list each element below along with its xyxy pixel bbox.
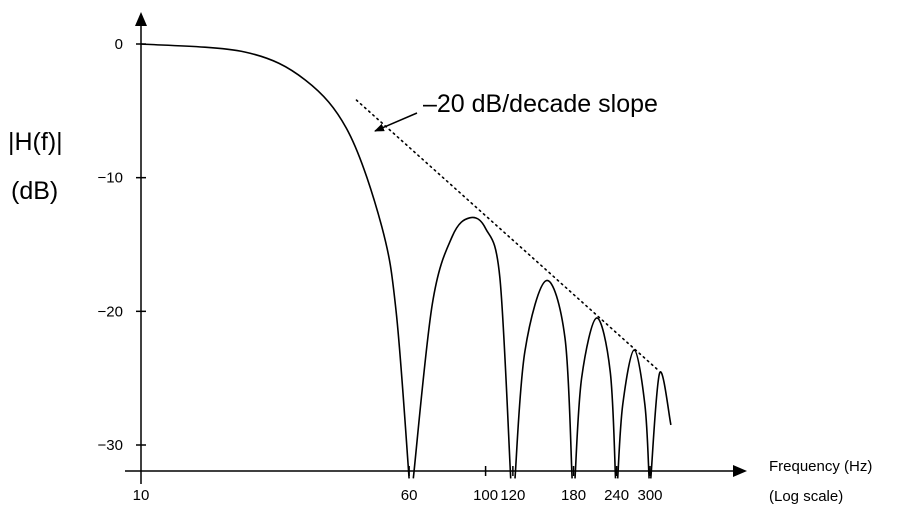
y-axis-unit: (dB) <box>11 177 58 205</box>
x-tick-label: 60 <box>401 487 418 504</box>
slope-annotation-arrow <box>374 112 418 132</box>
x-tick-label: 300 <box>637 487 662 504</box>
x-tick-label: 10 <box>133 487 150 504</box>
x-tick-label: 120 <box>500 487 525 504</box>
y-tick-label: 0 <box>115 36 123 53</box>
x-tick-label: 100 <box>473 487 498 504</box>
magnitude-response-line <box>140 43 672 479</box>
x-ticks: 10 60 100 120 180 240 300 <box>133 466 663 504</box>
x-axis-arrow-icon <box>733 465 747 477</box>
y-tick-label: −20 <box>98 303 123 320</box>
x-axis-scale-note: (Log scale) <box>769 488 843 505</box>
y-tick-label: −30 <box>98 437 123 454</box>
y-axis-title: |H(f)| <box>8 128 63 156</box>
y-ticks: 0 −10 −20 −30 <box>98 36 146 454</box>
x-tick-label: 240 <box>604 487 629 504</box>
slope-annotation: –20 dB/decade slope <box>423 90 658 118</box>
y-tick-label: −10 <box>98 170 123 187</box>
slope-reference-line <box>355 99 661 373</box>
x-axis-title: Frequency (Hz) <box>769 458 872 475</box>
series-layer <box>140 43 672 479</box>
x-tick-label: 180 <box>561 487 586 504</box>
y-axis-arrow-icon <box>135 12 147 26</box>
